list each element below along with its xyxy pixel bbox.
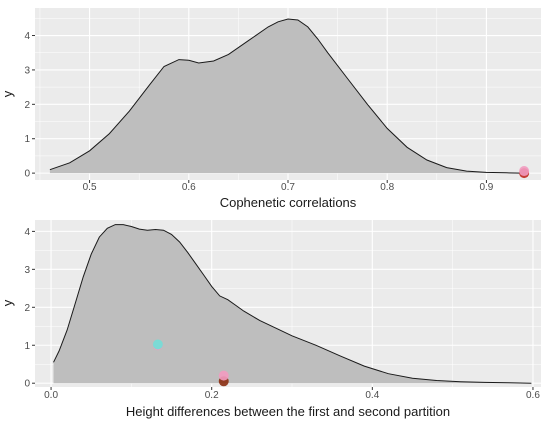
panel2-y-tick-label: 4 bbox=[24, 227, 30, 238]
panel1-density-area bbox=[49, 19, 527, 174]
panel1-y-tick-label: 4 bbox=[24, 31, 30, 42]
panel1-y-tick-label: 0 bbox=[24, 169, 30, 180]
panel1-y-tick-label: 2 bbox=[24, 100, 30, 111]
panel2-x-tick-label: 0.6 bbox=[526, 390, 540, 401]
panel1-x-tick-label: 0.5 bbox=[83, 182, 97, 193]
panel2-x-axis-title: Height differences between the first and… bbox=[126, 404, 450, 419]
panel2-x-tick-label: 0.4 bbox=[365, 390, 379, 401]
panel2-data-point bbox=[152, 339, 163, 350]
panel1-x-axis-title: Cophenetic correlations bbox=[220, 195, 357, 210]
panel2-x-tick-label: 0.0 bbox=[44, 390, 58, 401]
panel1-x-tick-label: 0.7 bbox=[281, 182, 295, 193]
panel2-density-area bbox=[53, 224, 532, 384]
panel2-x-tick-label: 0.2 bbox=[205, 390, 219, 401]
panel2-y-tick-label: 3 bbox=[24, 265, 30, 276]
panel2-y-tick-label: 0 bbox=[24, 379, 30, 390]
panel2-y-tick-label: 2 bbox=[24, 303, 30, 314]
panel1-y-tick-label: 1 bbox=[24, 134, 30, 145]
panel1-y-axis-title: y bbox=[0, 90, 15, 97]
panel1-x-tick-label: 0.9 bbox=[479, 182, 493, 193]
panel1-data-point bbox=[519, 166, 530, 177]
panel1-density-line bbox=[49, 18, 527, 174]
panel1-x-tick-label: 0.6 bbox=[182, 182, 196, 193]
panel2-density-line bbox=[53, 224, 532, 384]
panel1-y-tick-label: 3 bbox=[24, 65, 30, 76]
panel2-data-point bbox=[218, 370, 229, 381]
panel2-y-tick-label: 1 bbox=[24, 341, 30, 352]
panel1-x-tick-label: 0.8 bbox=[380, 182, 394, 193]
panel2-y-axis-title: y bbox=[0, 299, 15, 306]
